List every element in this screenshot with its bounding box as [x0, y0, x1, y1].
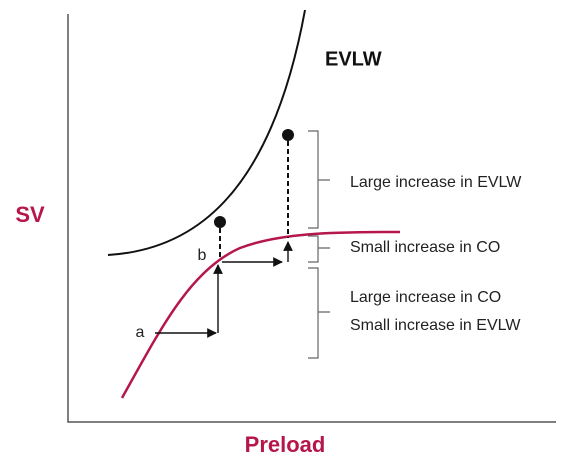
axes — [67, 14, 556, 423]
x-axis-label: Preload — [245, 432, 326, 457]
evlw-curve — [107, 9, 306, 256]
point-label: a — [136, 324, 145, 341]
annotation: Large increase in EVLW — [350, 174, 522, 191]
y-axis-label: SV — [15, 202, 45, 227]
bracket — [308, 235, 330, 263]
annotation: Small increase in EVLW — [350, 317, 521, 334]
curve-label: EVLW — [325, 48, 382, 70]
annotation: Large increase in CO — [350, 289, 501, 306]
point-label: b — [198, 247, 207, 264]
bracket — [308, 130, 330, 229]
point — [282, 129, 294, 141]
sv-curve — [120, 230, 401, 399]
bracket — [308, 267, 330, 359]
point — [214, 216, 226, 228]
annotation: Small increase in CO — [350, 239, 500, 256]
